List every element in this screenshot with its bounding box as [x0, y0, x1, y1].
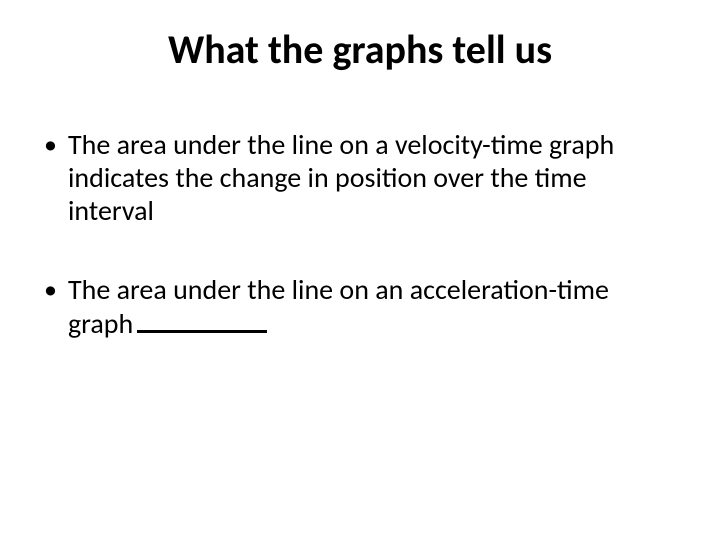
- slide-title: What the graphs tell us: [0, 28, 720, 72]
- bullet-item: The area under the line on a velocity-ti…: [40, 128, 660, 227]
- bullet-list: The area under the line on a velocity-ti…: [40, 128, 660, 340]
- slide-body: The area under the line on a velocity-ti…: [40, 128, 660, 386]
- fill-in-blank: [137, 306, 267, 333]
- slide: What the graphs tell us The area under t…: [0, 0, 720, 540]
- bullet-text: The area under the line on a velocity-ti…: [68, 127, 614, 228]
- bullet-item: The area under the line on an accelerati…: [40, 273, 660, 340]
